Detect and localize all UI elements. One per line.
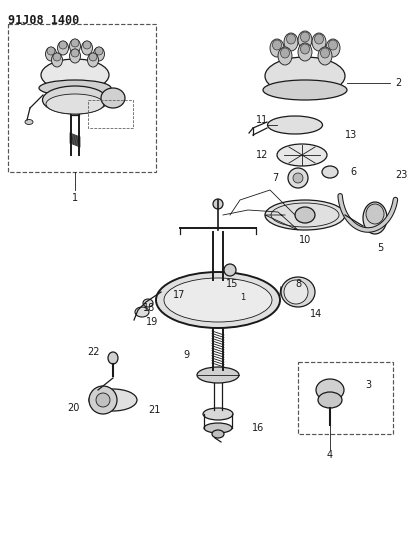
Ellipse shape: [312, 33, 326, 51]
Ellipse shape: [42, 86, 108, 114]
Text: 14: 14: [310, 309, 322, 319]
Ellipse shape: [321, 48, 330, 58]
Ellipse shape: [328, 40, 337, 50]
Text: 22: 22: [87, 347, 100, 357]
Ellipse shape: [298, 31, 312, 49]
Text: 19: 19: [146, 317, 158, 327]
Ellipse shape: [87, 53, 98, 67]
Circle shape: [213, 199, 223, 209]
Circle shape: [224, 264, 236, 276]
Ellipse shape: [203, 408, 233, 420]
Ellipse shape: [47, 47, 55, 55]
Circle shape: [284, 280, 308, 304]
Ellipse shape: [82, 41, 93, 55]
Ellipse shape: [277, 144, 327, 166]
Ellipse shape: [322, 166, 338, 178]
Ellipse shape: [164, 278, 272, 322]
Bar: [8, 24, 156, 172]
Text: 3: 3: [365, 380, 371, 390]
Ellipse shape: [135, 307, 149, 317]
Ellipse shape: [95, 47, 103, 55]
Circle shape: [293, 173, 303, 183]
Text: 2: 2: [395, 78, 401, 88]
Ellipse shape: [52, 53, 63, 67]
Ellipse shape: [267, 116, 323, 134]
Text: 1: 1: [240, 293, 245, 302]
Text: 10: 10: [299, 235, 311, 245]
Ellipse shape: [300, 32, 309, 42]
Text: 11: 11: [256, 115, 268, 125]
Text: 5: 5: [377, 243, 383, 253]
Ellipse shape: [326, 39, 340, 57]
Text: 7: 7: [272, 173, 278, 183]
Ellipse shape: [204, 423, 232, 433]
Ellipse shape: [265, 57, 345, 95]
Ellipse shape: [58, 41, 68, 55]
Bar: [88, 100, 133, 128]
Ellipse shape: [197, 367, 239, 383]
Ellipse shape: [41, 59, 109, 91]
Ellipse shape: [316, 379, 344, 401]
Ellipse shape: [263, 80, 347, 100]
Ellipse shape: [272, 40, 281, 50]
Text: 15: 15: [226, 279, 238, 289]
Ellipse shape: [298, 43, 312, 61]
Text: 6: 6: [350, 167, 356, 177]
Ellipse shape: [270, 39, 284, 57]
Ellipse shape: [46, 94, 104, 114]
Ellipse shape: [295, 207, 315, 223]
Text: 13: 13: [345, 130, 357, 140]
Ellipse shape: [89, 389, 137, 411]
Text: 21: 21: [148, 405, 160, 415]
Ellipse shape: [101, 88, 125, 108]
Ellipse shape: [212, 430, 224, 438]
Text: 1: 1: [72, 193, 78, 203]
Circle shape: [96, 393, 110, 407]
Ellipse shape: [143, 299, 153, 307]
Ellipse shape: [318, 392, 342, 408]
Text: 20: 20: [68, 403, 80, 413]
Ellipse shape: [70, 49, 80, 63]
Ellipse shape: [156, 272, 280, 328]
Ellipse shape: [39, 80, 111, 96]
Ellipse shape: [318, 47, 332, 65]
Text: 91J08 1400: 91J08 1400: [8, 14, 79, 27]
Ellipse shape: [284, 33, 298, 51]
Text: 16: 16: [252, 423, 264, 433]
Ellipse shape: [281, 277, 315, 307]
Text: 23: 23: [395, 170, 407, 180]
Circle shape: [288, 168, 308, 188]
Text: 17: 17: [173, 290, 185, 300]
Ellipse shape: [265, 200, 345, 230]
Ellipse shape: [53, 53, 61, 61]
Ellipse shape: [71, 49, 79, 57]
Ellipse shape: [83, 41, 91, 49]
Bar: [298, 362, 393, 434]
Ellipse shape: [278, 47, 292, 65]
Text: 18: 18: [143, 303, 155, 313]
Text: 8: 8: [295, 279, 301, 289]
Ellipse shape: [281, 48, 290, 58]
Ellipse shape: [314, 34, 323, 44]
Ellipse shape: [108, 352, 118, 364]
Ellipse shape: [94, 47, 105, 61]
Ellipse shape: [89, 53, 97, 61]
Text: 4: 4: [327, 450, 333, 460]
Ellipse shape: [70, 39, 80, 53]
Ellipse shape: [25, 119, 33, 125]
Ellipse shape: [45, 47, 56, 61]
Text: 12: 12: [255, 150, 268, 160]
Ellipse shape: [366, 204, 384, 224]
Ellipse shape: [300, 44, 309, 54]
Ellipse shape: [71, 39, 79, 47]
Ellipse shape: [363, 202, 387, 234]
Circle shape: [89, 386, 117, 414]
Ellipse shape: [286, 34, 295, 44]
Ellipse shape: [59, 41, 67, 49]
Text: 9: 9: [184, 350, 190, 360]
